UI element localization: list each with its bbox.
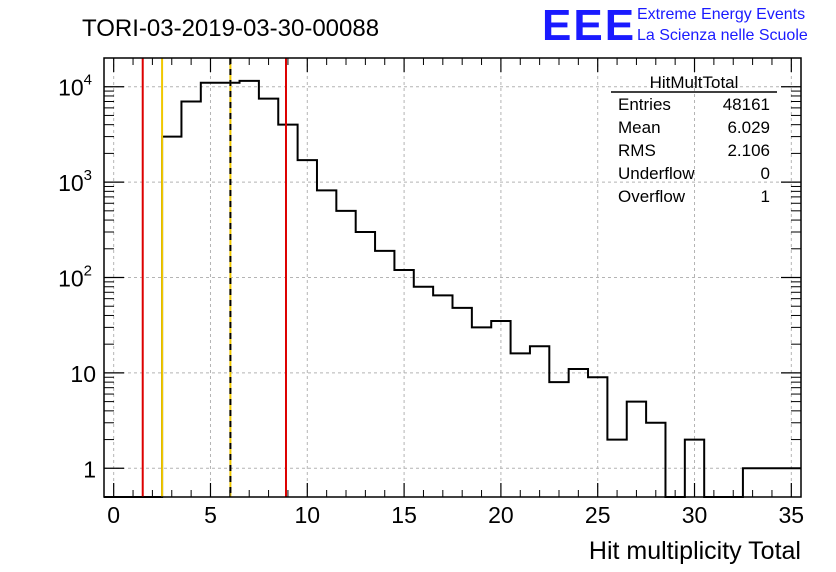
x-tick-label: 20 xyxy=(488,502,514,528)
x-tick-label: 35 xyxy=(779,502,805,528)
stats-label: Entries xyxy=(618,95,671,114)
stats-label: Mean xyxy=(618,118,661,137)
stats-label: Overflow xyxy=(618,187,686,206)
y-tick-label: 1 xyxy=(83,456,96,482)
y-tick-label: 102 xyxy=(58,263,92,292)
stats-title: HitMultTotal xyxy=(650,73,739,92)
stats-value: 48161 xyxy=(723,95,770,114)
x-tick-label: 25 xyxy=(585,502,611,528)
stats-box: HitMultTotal Entries 48161 Mean 6.029 RMS 2.1… xyxy=(611,73,777,206)
marker-lines xyxy=(141,58,287,497)
stats-value: 1 xyxy=(761,187,770,206)
histogram-outline xyxy=(104,79,801,498)
histogram-bars xyxy=(104,79,801,498)
x-tick-label: 10 xyxy=(294,502,320,528)
logo-line2: La Scienza nelle Scuole xyxy=(637,27,808,44)
x-tick-label: 5 xyxy=(204,502,217,528)
eee-logo: EEE Extreme Energy Events La Scienza nel… xyxy=(542,1,808,50)
stats-value: 0 xyxy=(761,164,770,183)
x-tick-label: 30 xyxy=(682,502,708,528)
stats-value: 6.029 xyxy=(727,118,770,137)
stats-value: 2.106 xyxy=(727,141,770,160)
chart-title: TORI-03-2019-03-30-00088 xyxy=(82,15,379,42)
logo-mark: EEE xyxy=(542,1,636,50)
stats-label: RMS xyxy=(618,141,656,160)
logo-line1: Extreme Energy Events xyxy=(637,6,805,23)
stats-label: Underflow xyxy=(618,164,695,183)
y-tick-label: 103 xyxy=(58,167,92,196)
x-tick-label: 15 xyxy=(391,502,417,528)
grid-lines xyxy=(104,58,801,497)
y-tick-label: 104 xyxy=(58,72,92,101)
y-tick-label: 10 xyxy=(70,361,96,387)
x-axis-label: Hit multiplicity Total xyxy=(589,537,801,565)
x-tick-label: 0 xyxy=(107,502,120,528)
x-axis: 0 5 10 15 20 25 30 35 xyxy=(107,58,804,528)
